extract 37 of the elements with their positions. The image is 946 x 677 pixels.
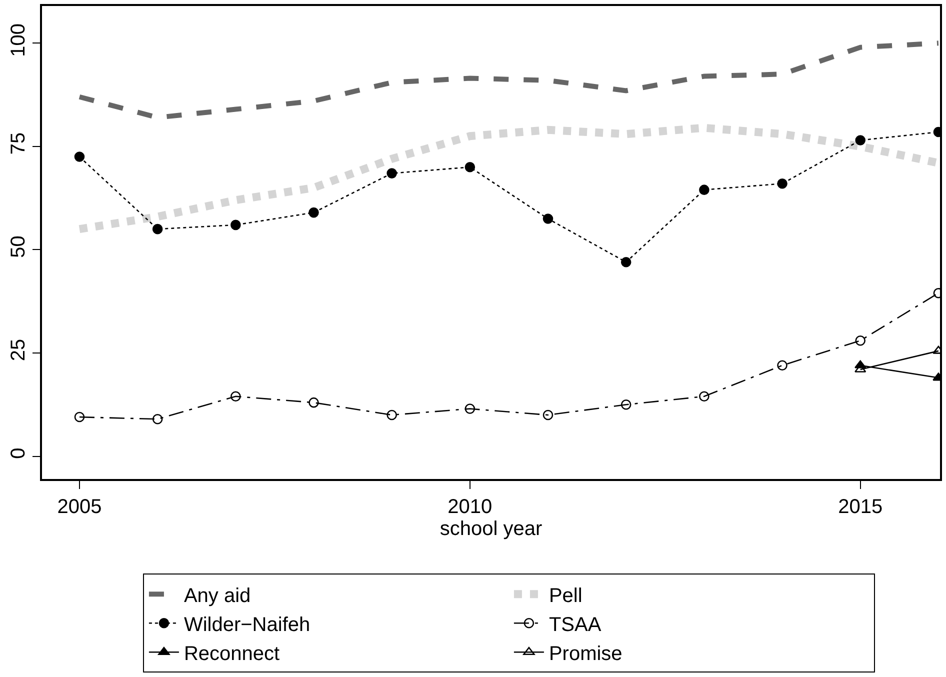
x-tick-label: 2015 [838, 496, 883, 518]
y-tick-label: 50 [7, 236, 30, 258]
point [777, 360, 788, 371]
y-tick-label: 75 [7, 132, 30, 155]
point [386, 168, 397, 178]
point [620, 256, 632, 268]
point [699, 184, 710, 195]
point [74, 152, 85, 162]
point [464, 404, 476, 414]
point [230, 391, 241, 402]
point [620, 399, 632, 410]
point [152, 414, 163, 424]
point [464, 162, 476, 172]
x-tick-label: 2010 [448, 496, 492, 518]
point [308, 397, 319, 408]
x-axis-title: school year [440, 518, 542, 540]
point [230, 220, 241, 230]
legend-label: Reconnect [184, 642, 280, 665]
point [74, 412, 85, 422]
y-tick-label: 0 [7, 448, 30, 459]
legend-label: Any aid [184, 584, 251, 607]
x-tick-label: 2005 [57, 496, 102, 518]
point [542, 410, 554, 420]
point [386, 410, 397, 420]
legend-label: TSAA [548, 614, 602, 636]
y-tick-label: 100 [7, 23, 30, 57]
legend-label: Promise [548, 642, 622, 665]
point [855, 135, 866, 146]
point [152, 224, 163, 234]
point [699, 391, 710, 402]
point [542, 214, 554, 224]
point [308, 207, 319, 218]
legend-label: Pell [548, 584, 582, 607]
point [777, 178, 788, 189]
legend-label: Wilder−Naifeh [184, 614, 310, 636]
y-tick-label: 25 [7, 338, 30, 362]
point [855, 335, 866, 346]
